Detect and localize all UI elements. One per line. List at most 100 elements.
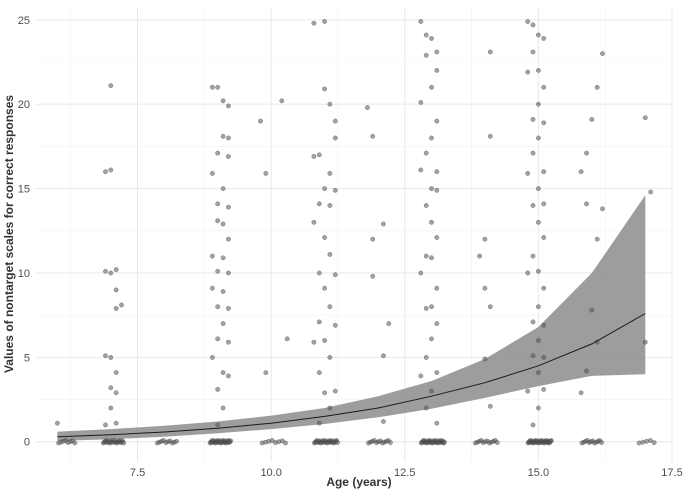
data-point xyxy=(487,403,493,409)
data-point xyxy=(258,118,263,124)
data-point xyxy=(442,439,447,445)
data-point xyxy=(174,438,180,444)
data-point xyxy=(434,169,440,175)
y-tick-label: 10 xyxy=(18,268,30,280)
data-point xyxy=(642,115,648,121)
data-point xyxy=(327,304,333,310)
data-point xyxy=(215,150,221,156)
data-point xyxy=(578,169,584,175)
data-point xyxy=(525,69,531,75)
data-point xyxy=(113,305,119,311)
data-point xyxy=(113,370,119,376)
x-tick-label: 12.5 xyxy=(394,467,415,479)
data-point xyxy=(225,204,231,210)
data-point xyxy=(429,135,434,141)
data-point xyxy=(535,32,541,38)
data-point xyxy=(535,268,541,274)
data-point xyxy=(541,35,547,41)
data-point xyxy=(584,150,589,156)
data-point xyxy=(589,116,595,122)
data-point xyxy=(600,206,605,212)
data-point xyxy=(541,84,547,90)
data-point xyxy=(530,253,536,259)
data-point xyxy=(541,169,547,175)
data-point xyxy=(535,219,541,225)
data-point xyxy=(423,354,429,360)
data-point xyxy=(215,386,221,392)
data-point xyxy=(548,438,554,443)
data-point xyxy=(215,84,221,90)
data-point xyxy=(387,440,393,446)
data-point xyxy=(434,321,440,327)
data-point xyxy=(103,169,108,175)
y-axis-title: Values of nontarget scales for correct r… xyxy=(2,95,16,373)
data-point xyxy=(530,150,536,156)
data-point xyxy=(322,235,328,240)
data-point xyxy=(322,285,328,291)
confidence-ribbon xyxy=(57,195,646,441)
data-point xyxy=(283,440,288,446)
data-point xyxy=(209,170,215,176)
data-point xyxy=(108,167,114,173)
data-point xyxy=(530,49,536,55)
data-point xyxy=(225,339,231,345)
axis-ticks: 7.5 10.0 12.5 15.0 17.5 0 5 10 15 20 25 xyxy=(18,15,683,479)
data-point xyxy=(215,201,221,207)
data-point xyxy=(418,167,424,173)
data-point xyxy=(418,270,424,276)
data-point xyxy=(487,304,493,310)
data-point xyxy=(103,353,108,359)
data-point xyxy=(332,118,338,124)
data-point xyxy=(370,236,376,242)
data-point xyxy=(113,420,119,426)
data-point xyxy=(386,321,392,327)
data-point xyxy=(311,20,317,26)
data-point xyxy=(423,32,429,38)
data-point xyxy=(429,336,434,342)
data-point xyxy=(225,135,231,141)
data-point xyxy=(215,268,221,274)
data-point xyxy=(225,236,231,242)
x-tick-label: 7.5 xyxy=(130,467,145,479)
data-point xyxy=(322,186,328,192)
data-point xyxy=(434,49,440,55)
data-point xyxy=(311,219,317,225)
data-point xyxy=(225,270,231,276)
data-point xyxy=(228,438,234,444)
data-point xyxy=(364,105,370,111)
data-point xyxy=(263,370,269,376)
data-point xyxy=(279,98,285,104)
data-point xyxy=(535,186,541,192)
data-point xyxy=(429,219,434,225)
data-point xyxy=(434,285,440,291)
data-point xyxy=(423,405,429,411)
data-point xyxy=(541,120,547,126)
data-point xyxy=(215,422,221,428)
y-tick-label: 0 xyxy=(24,437,30,449)
fit-line xyxy=(57,313,646,438)
data-point xyxy=(380,353,386,359)
data-point xyxy=(209,354,215,360)
data-point xyxy=(418,373,424,379)
data-point xyxy=(535,135,541,141)
y-tick-label: 20 xyxy=(18,99,30,111)
data-point xyxy=(600,51,605,57)
data-point xyxy=(541,201,547,207)
data-point xyxy=(220,321,226,327)
data-point xyxy=(541,386,547,392)
data-point xyxy=(113,287,119,293)
data-point xyxy=(108,83,114,89)
data-point xyxy=(332,322,338,328)
data-point xyxy=(121,440,127,446)
data-point xyxy=(434,67,440,73)
confidence-band xyxy=(57,195,646,441)
data-point xyxy=(311,339,317,345)
data-point xyxy=(311,154,317,159)
x-tick-label: 15.0 xyxy=(528,467,549,479)
data-point xyxy=(119,302,124,308)
data-point xyxy=(594,236,600,242)
data-point xyxy=(642,339,648,345)
data-point xyxy=(113,390,119,396)
data-point xyxy=(525,388,531,394)
